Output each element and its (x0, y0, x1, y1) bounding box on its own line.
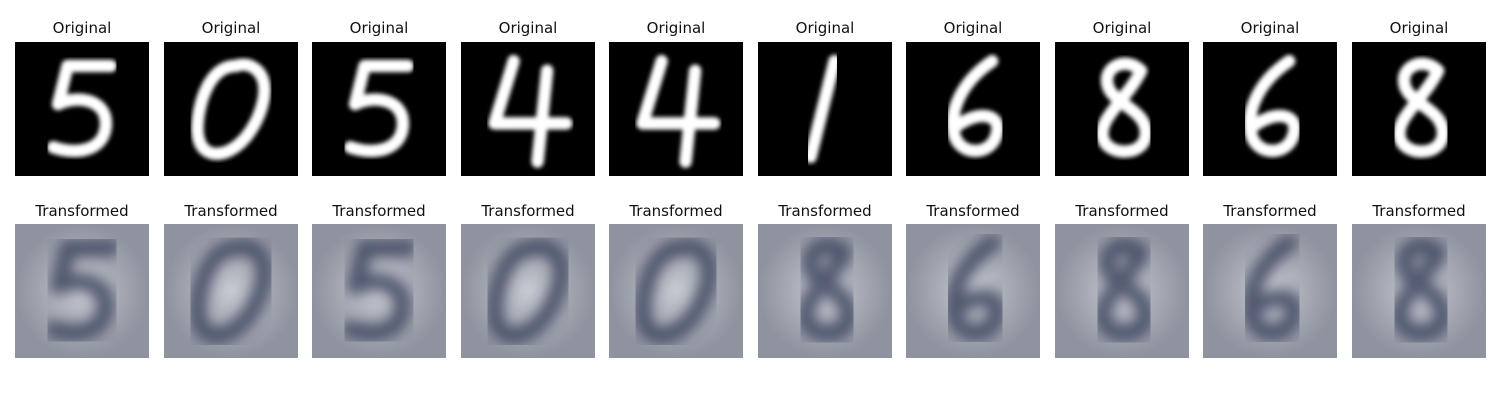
transformed-row: Transformed Transformed Transformed Transfo… (0, 190, 1500, 380)
digit-stroke (633, 238, 719, 345)
panel-title: Original (201, 19, 261, 37)
digit-stroke (944, 234, 1007, 342)
transformed-digit-image (15, 224, 149, 358)
original-digit-image (164, 42, 298, 176)
transformed-digit-image (609, 224, 743, 358)
original-digit-image (906, 42, 1040, 176)
digit-stroke (1241, 234, 1304, 342)
original-panel: Original (164, 0, 298, 190)
digit-stroke (188, 238, 274, 345)
transformed-panel: Transformed (1055, 190, 1189, 380)
digit-stroke (1390, 237, 1452, 343)
original-panel: Original (461, 0, 595, 190)
panel-title: Original (349, 19, 409, 37)
panel-title: Original (1389, 19, 1449, 37)
panel-title: Original (52, 19, 112, 37)
digit-stroke (341, 239, 417, 342)
panel-title: Transformed (184, 202, 278, 220)
image-background (461, 42, 595, 176)
panel-title: Original (795, 19, 855, 37)
panel-title: Transformed (1372, 202, 1466, 220)
original-panel: Original (1203, 0, 1337, 190)
digit-stroke (47, 59, 117, 158)
panel-title: Transformed (1223, 202, 1317, 220)
digit-stroke (1093, 237, 1155, 343)
panel-title: Transformed (332, 202, 426, 220)
digit-stroke (636, 54, 721, 168)
transformed-panel: Transformed (312, 190, 446, 380)
original-panel: Original (1352, 0, 1486, 190)
panel-title: Transformed (926, 202, 1020, 220)
transformed-panel: Transformed (1203, 190, 1337, 380)
transformed-panel: Transformed (15, 190, 149, 380)
original-panel: Original (15, 0, 149, 190)
original-digit-image (1055, 42, 1189, 176)
transformed-panel: Transformed (461, 190, 595, 380)
original-row: Original Original Original Original Original… (0, 0, 1500, 190)
panel-title: Transformed (629, 202, 723, 220)
image-background (609, 42, 743, 176)
digit-stroke (44, 239, 120, 342)
panel-title: Transformed (35, 202, 129, 220)
digit-stroke (1393, 57, 1450, 158)
original-panel: Original (906, 0, 1040, 190)
panel-title: Transformed (778, 202, 872, 220)
digit-stroke (796, 237, 858, 343)
transformed-digit-image (906, 224, 1040, 358)
transformed-panel: Transformed (164, 190, 298, 380)
digit-stroke (1243, 54, 1301, 158)
digit-stroke (1096, 57, 1153, 158)
panel-title: Original (1240, 19, 1300, 37)
original-digit-image (15, 42, 149, 176)
transformed-digit-image (461, 224, 595, 358)
transformed-panel: Transformed (609, 190, 743, 380)
original-digit-image (312, 42, 446, 176)
digit-stroke (191, 58, 271, 160)
panel-title: Transformed (1075, 202, 1169, 220)
panel-title: Original (646, 19, 706, 37)
original-digit-image (1203, 42, 1337, 176)
digit-stroke (488, 54, 573, 168)
digit-stroke (485, 238, 571, 345)
original-digit-image (609, 42, 743, 176)
transformed-digit-image (164, 224, 298, 358)
transformed-digit-image (1055, 224, 1189, 358)
digit-stroke (804, 54, 841, 164)
original-digit-image (758, 42, 892, 176)
original-panel: Original (312, 0, 446, 190)
transformed-panel: Transformed (906, 190, 1040, 380)
original-digit-image (1352, 42, 1486, 176)
panel-title: Original (943, 19, 1003, 37)
transformed-panel: Transformed (1352, 190, 1486, 380)
original-panel: Original (758, 0, 892, 190)
panel-title: Original (498, 19, 558, 37)
transformed-digit-image (758, 224, 892, 358)
original-panel: Original (609, 0, 743, 190)
digit-stroke (946, 54, 1004, 158)
transformed-digit-image (1203, 224, 1337, 358)
transformed-digit-image (1352, 224, 1486, 358)
digit-stroke (344, 59, 414, 158)
original-digit-image (461, 42, 595, 176)
panel-title: Transformed (481, 202, 575, 220)
transformed-panel: Transformed (758, 190, 892, 380)
original-panel: Original (1055, 0, 1189, 190)
transformed-digit-image (312, 224, 446, 358)
panel-title: Original (1092, 19, 1152, 37)
